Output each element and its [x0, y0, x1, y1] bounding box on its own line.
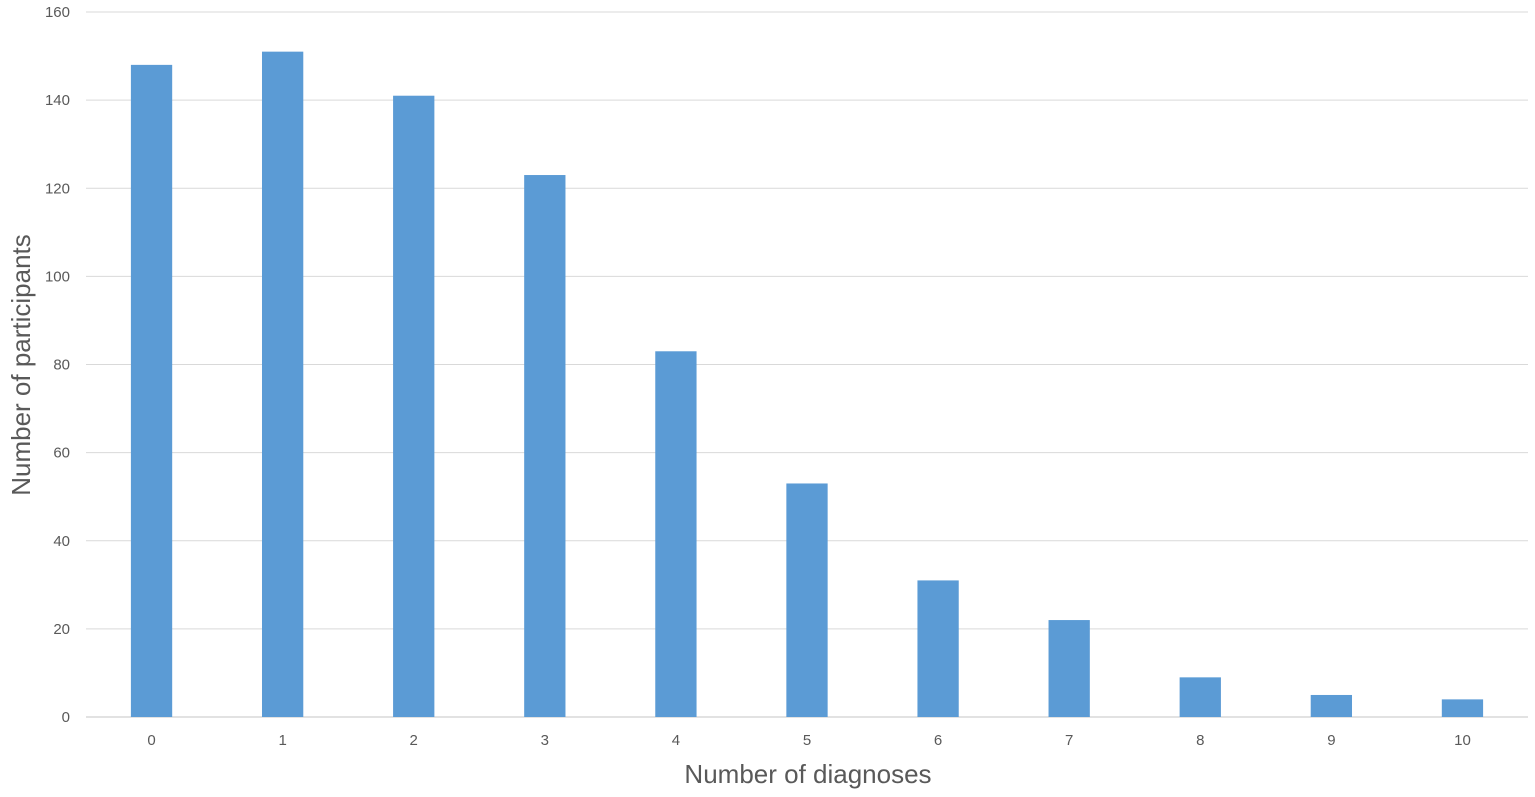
- x-tick-label: 1: [278, 732, 286, 749]
- bar-8: [1179, 677, 1221, 717]
- bar-4: [655, 351, 697, 717]
- gridlines: [86, 11, 1528, 718]
- bar-10: [1441, 699, 1484, 717]
- y-tick-label: 60: [53, 445, 70, 462]
- y-axis-tick-labels: 0 20 40 60 80 100 120 140 160: [45, 4, 70, 726]
- x-tick-label: 2: [410, 732, 418, 749]
- bar-1: [261, 51, 304, 717]
- y-tick-label: 40: [53, 533, 70, 550]
- x-tick-label: 6: [934, 732, 942, 749]
- x-tick-label: 5: [803, 732, 811, 749]
- bar-7: [1048, 620, 1090, 717]
- bar-5: [786, 483, 828, 717]
- x-tick-label: 7: [1065, 732, 1073, 749]
- y-tick-label: 0: [62, 709, 70, 726]
- bar-6: [917, 580, 959, 717]
- y-tick-label: 160: [45, 4, 70, 21]
- x-tick-label: 4: [672, 732, 680, 749]
- y-tick-label: 140: [45, 92, 70, 109]
- x-tick-label: 10: [1454, 732, 1471, 749]
- bar-3: [524, 175, 566, 717]
- bar-0: [130, 64, 173, 717]
- y-tick-label: 80: [53, 357, 70, 374]
- x-axis-title: Number of diagnoses: [684, 759, 931, 789]
- y-tick-label: 120: [45, 180, 70, 197]
- x-tick-label: 3: [541, 732, 549, 749]
- x-tick-label: 8: [1196, 732, 1204, 749]
- y-axis-title: Number of participants: [6, 234, 36, 496]
- y-tick-label: 100: [45, 268, 70, 285]
- x-axis-tick-labels: 0 1 2 3 4 5 6 7 8 9 10: [147, 732, 1470, 749]
- bars: [130, 51, 1484, 717]
- x-tick-label: 0: [147, 732, 155, 749]
- bar-9: [1310, 694, 1353, 717]
- y-tick-label: 20: [53, 621, 70, 638]
- bar-2: [393, 95, 435, 717]
- x-tick-label: 9: [1327, 732, 1335, 749]
